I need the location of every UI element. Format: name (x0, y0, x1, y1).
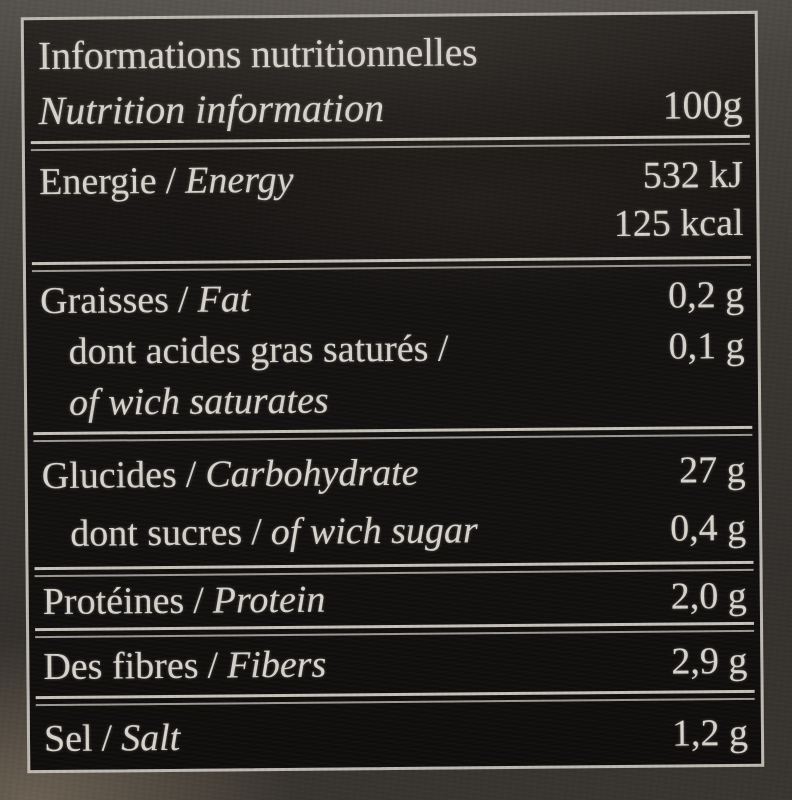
sugars-label: dont sucres / of wich sugar (70, 504, 478, 560)
fat-label-en: Fat (197, 278, 251, 321)
fat-main-line: Graisses / Fat 0,2 g (40, 270, 744, 327)
saturates-line: dont acides gras saturés / 0,1 g (40, 321, 744, 378)
carbohydrate-main-line: Glucides / Carbohydrate 27 g (41, 444, 746, 502)
protein-label-en: Protein (212, 578, 326, 622)
fat-label: Graisses / Fat (40, 274, 251, 327)
title-english: Nutrition information (38, 85, 385, 134)
label-separator: / (207, 644, 219, 687)
label-separator: / (165, 159, 177, 202)
label-separator: / (251, 511, 262, 554)
fat-value: 0,2 g (667, 273, 745, 317)
fibers-line: Des fibres / Fibers 2,9 g (43, 636, 747, 692)
nutrition-table: Informations nutritionnelles Nutrition i… (20, 10, 765, 774)
carbohydrate-label: Glucides / Carbohydrate (41, 447, 419, 502)
salt-label: Sel / Salt (44, 713, 181, 764)
fibers-value: 2,9 g (671, 639, 748, 683)
protein-label: Protéines / Protein (43, 575, 326, 628)
sugars-line: dont sucres / of wich sugar 0,4 g (42, 502, 746, 560)
row-carbohydrate: Glucides / Carbohydrate 27 g dont sucres / o… (27, 436, 759, 567)
protein-value: 2,0 g (670, 574, 747, 618)
table-header-row: Informations nutritionnelles Nutrition i… (24, 14, 756, 141)
title-french: Informations nutritionnelles (37, 29, 478, 79)
salt-line: Sel / Salt 1,2 g (44, 708, 748, 764)
saturates-label-fr: dont acides gras saturés / (68, 327, 449, 373)
title-english-row: Nutrition information 100g (38, 78, 742, 138)
fibers-label: Des fibres / Fibers (43, 640, 326, 692)
salt-label-fr: Sel (43, 717, 93, 761)
fat-label-fr: Graisses (40, 278, 170, 323)
energy-values: 532 kJ 125 kcal (613, 151, 744, 257)
energy-label-fr: Energie (38, 160, 157, 204)
sugars-label-en: of wich sugar (270, 509, 478, 554)
energy-label: Energie / Energy (39, 155, 294, 262)
protein-line: Protéines / Protein 2,0 g (43, 571, 747, 628)
label-separator: / (101, 717, 113, 760)
salt-label-en: Salt (120, 716, 181, 760)
energy-value-kj: 532 kJ (642, 153, 744, 197)
label-separator: / (177, 278, 189, 321)
fibers-label-fr: Des fibres (43, 644, 199, 689)
row-salt: Sel / Salt 1,2 g (30, 700, 762, 770)
carbohydrate-label-en: Carbohydrate (205, 451, 419, 496)
row-fat: Graisses / Fat 0,2 g dont acides gras satu… (26, 266, 758, 432)
carbohydrate-value: 27 g (679, 448, 746, 492)
protein-label-fr: Protéines (42, 579, 185, 624)
saturates-value: 0,1 g (668, 324, 745, 368)
fibers-label-en: Fibers (226, 643, 327, 687)
energy-label-en: Energy (185, 158, 294, 202)
label-separator: / (185, 453, 197, 496)
carbohydrate-label-fr: Glucides (41, 453, 177, 498)
serving-size: 100g (662, 81, 743, 128)
label-separator: / (193, 579, 204, 622)
saturates-label-en: of wich saturates (68, 379, 329, 424)
sugars-label-fr: dont sucres (70, 511, 243, 555)
row-protein: Protéines / Protein 2,0 g (29, 571, 760, 628)
energy-value-kcal: 125 kcal (613, 201, 744, 246)
sugars-value: 0,4 g (670, 506, 747, 550)
row-fibers: Des fibres / Fibers 2,9 g (29, 632, 760, 696)
salt-value: 1,2 g (671, 711, 749, 755)
row-energy: Energie / Energy 532 kJ 125 kcal (25, 145, 757, 262)
